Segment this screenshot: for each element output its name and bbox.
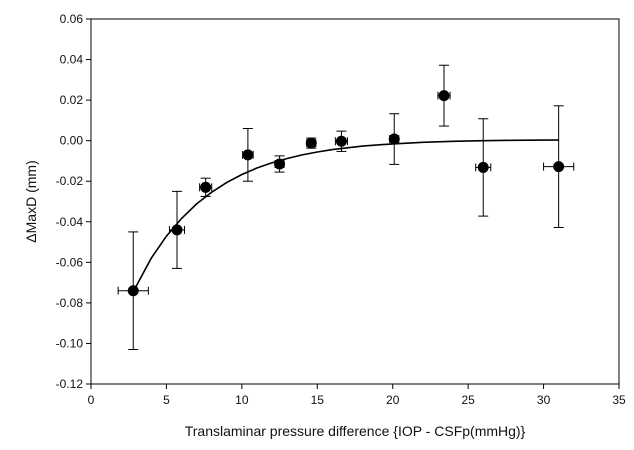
plot-frame [90, 18, 620, 385]
y-axis: -0.12 -0.10 -0.08 -0.06 -0.04 -0.02 0.00 0.02 0.… [56, 12, 91, 391]
x-tick-label: 25 [461, 393, 475, 407]
x-tick-label: 35 [612, 393, 626, 407]
data-point [242, 128, 254, 182]
data-marker [438, 90, 450, 102]
data-point [305, 137, 317, 149]
x-tick-label: 5 [163, 393, 170, 407]
y-tick-label: -0.04 [56, 215, 84, 229]
data-point [168, 190, 186, 269]
data-marker [388, 133, 400, 145]
data-point [475, 118, 492, 217]
data-marker [553, 161, 565, 173]
y-tick-label: 0.06 [60, 12, 84, 26]
x-axis-title: Translaminar pressure difference {IOP - … [185, 423, 526, 439]
y-tick-label: -0.08 [56, 296, 84, 310]
y-axis-title: ΔMaxD (mm) [23, 160, 39, 242]
data-marker [305, 137, 317, 149]
data-marker [335, 135, 347, 147]
data-point [274, 155, 286, 173]
data-marker [200, 181, 212, 193]
x-tick-label: 30 [537, 393, 551, 407]
y-tick-label: -0.12 [56, 377, 84, 391]
y-tick-label: -0.02 [56, 174, 84, 188]
data-point [388, 113, 400, 165]
x-tick-label: 0 [88, 393, 95, 407]
data-layer [117, 64, 575, 351]
x-tick-label: 10 [235, 393, 249, 407]
data-point [199, 177, 213, 197]
x-axis: 0 5 10 15 20 25 30 35 [88, 384, 626, 407]
y-tick-label: 0.00 [60, 134, 84, 148]
data-marker [477, 161, 489, 173]
data-point [117, 231, 149, 351]
data-marker [242, 149, 254, 161]
data-marker [171, 224, 183, 236]
data-point [334, 130, 348, 152]
x-tick-label: 20 [386, 393, 400, 407]
x-tick-label: 15 [311, 393, 325, 407]
data-point [543, 105, 575, 228]
fit-curve [132, 139, 559, 293]
y-tick-label: 0.04 [60, 53, 84, 67]
y-tick-label: -0.06 [56, 255, 84, 269]
data-point [437, 64, 451, 127]
data-marker [127, 285, 139, 297]
y-tick-label: 0.02 [60, 93, 84, 107]
data-marker [274, 158, 286, 170]
y-tick-label: -0.10 [56, 336, 84, 350]
